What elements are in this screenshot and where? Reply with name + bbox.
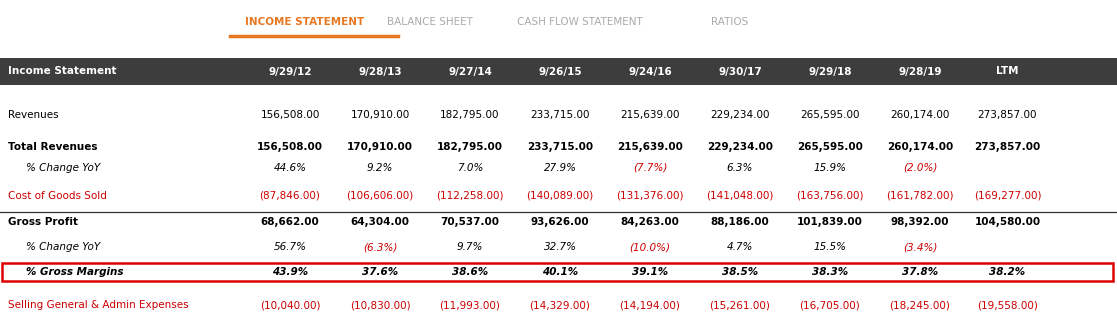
Text: 40.1%: 40.1%: [542, 267, 579, 277]
Text: % Change YoY: % Change YoY: [26, 163, 101, 173]
Text: (112,258.00): (112,258.00): [437, 191, 504, 201]
Text: (6.3%): (6.3%): [363, 242, 398, 252]
Text: (10.0%): (10.0%): [630, 242, 670, 252]
Text: % Change YoY: % Change YoY: [26, 242, 101, 252]
Text: RATIOS: RATIOS: [712, 17, 748, 27]
Text: 101,839.00: 101,839.00: [798, 217, 863, 227]
Text: (19,558.00): (19,558.00): [977, 300, 1038, 310]
Text: 9/24/16: 9/24/16: [628, 66, 671, 76]
Text: (87,846.00): (87,846.00): [259, 191, 321, 201]
Text: (169,277.00): (169,277.00): [974, 191, 1041, 201]
Text: 9/26/15: 9/26/15: [538, 66, 582, 76]
Text: Gross Profit: Gross Profit: [8, 217, 78, 227]
Text: BALANCE SHEET: BALANCE SHEET: [388, 17, 472, 27]
Bar: [2, 263, 1113, 281]
Text: 273,857.00: 273,857.00: [974, 142, 1041, 152]
Text: LTM: LTM: [996, 66, 1019, 76]
Text: 104,580.00: 104,580.00: [974, 217, 1041, 227]
Text: 9/29/18: 9/29/18: [809, 66, 852, 76]
Text: 37.6%: 37.6%: [362, 267, 398, 277]
Text: 37.8%: 37.8%: [901, 267, 938, 277]
Text: 56.7%: 56.7%: [274, 242, 306, 252]
Text: 43.9%: 43.9%: [271, 267, 308, 277]
Text: (14,194.00): (14,194.00): [620, 300, 680, 310]
Text: 4.7%: 4.7%: [727, 242, 753, 252]
Text: 38.3%: 38.3%: [812, 267, 848, 277]
Text: 9/27/14: 9/27/14: [448, 66, 491, 76]
Text: 229,234.00: 229,234.00: [710, 110, 770, 120]
Text: (10,830.00): (10,830.00): [350, 300, 410, 310]
Text: 260,174.00: 260,174.00: [887, 142, 953, 152]
Text: 44.6%: 44.6%: [274, 163, 306, 173]
Text: 9/30/17: 9/30/17: [718, 66, 762, 76]
Text: CASH FLOW STATEMENT: CASH FLOW STATEMENT: [517, 17, 643, 27]
Text: (16,705.00): (16,705.00): [800, 300, 860, 310]
Text: 38.2%: 38.2%: [990, 267, 1025, 277]
Text: (140,089.00): (140,089.00): [526, 191, 593, 201]
Text: 15.9%: 15.9%: [813, 163, 847, 173]
Text: Total Revenues: Total Revenues: [8, 142, 97, 152]
Text: Revenues: Revenues: [8, 110, 58, 120]
Text: 38.6%: 38.6%: [452, 267, 488, 277]
Text: INCOME STATEMENT: INCOME STATEMENT: [246, 17, 364, 27]
Text: 32.7%: 32.7%: [544, 242, 576, 252]
Text: 9/28/19: 9/28/19: [898, 66, 942, 76]
Text: 15.5%: 15.5%: [813, 242, 847, 252]
Text: 39.1%: 39.1%: [632, 267, 668, 277]
Text: (131,376.00): (131,376.00): [617, 191, 684, 201]
Text: 156,508.00: 156,508.00: [260, 110, 319, 120]
Text: (14,329.00): (14,329.00): [529, 300, 591, 310]
Text: (2.0%): (2.0%): [903, 163, 937, 173]
Text: 215,639.00: 215,639.00: [617, 142, 682, 152]
Text: (7.7%): (7.7%): [633, 163, 667, 173]
Text: 233,715.00: 233,715.00: [527, 142, 593, 152]
Text: 265,595.00: 265,595.00: [798, 142, 863, 152]
Text: 182,795.00: 182,795.00: [437, 142, 503, 152]
Text: 170,910.00: 170,910.00: [347, 142, 413, 152]
Text: 6.3%: 6.3%: [727, 163, 753, 173]
Text: % Gross Margins: % Gross Margins: [26, 267, 124, 277]
Text: (141,048.00): (141,048.00): [706, 191, 774, 201]
Text: (11,993.00): (11,993.00): [440, 300, 500, 310]
Text: (10,040.00): (10,040.00): [260, 300, 321, 310]
Text: 260,174.00: 260,174.00: [890, 110, 949, 120]
Text: 265,595.00: 265,595.00: [800, 110, 860, 120]
Text: 7.0%: 7.0%: [457, 163, 484, 173]
Text: 233,715.00: 233,715.00: [531, 110, 590, 120]
Text: 84,263.00: 84,263.00: [621, 217, 679, 227]
Text: (161,782.00): (161,782.00): [886, 191, 954, 201]
Bar: [0, 58, 1117, 85]
Text: 9/29/12: 9/29/12: [268, 66, 312, 76]
Text: (3.4%): (3.4%): [903, 242, 937, 252]
Text: 215,639.00: 215,639.00: [620, 110, 680, 120]
Text: Selling General & Admin Expenses: Selling General & Admin Expenses: [8, 300, 189, 310]
Text: 156,508.00: 156,508.00: [257, 142, 323, 152]
Text: 93,626.00: 93,626.00: [531, 217, 590, 227]
Text: 68,662.00: 68,662.00: [260, 217, 319, 227]
Text: (15,261.00): (15,261.00): [709, 300, 771, 310]
Text: Income Statement: Income Statement: [8, 66, 116, 76]
Text: (163,756.00): (163,756.00): [796, 191, 863, 201]
Text: 9.2%: 9.2%: [366, 163, 393, 173]
Text: 64,304.00: 64,304.00: [351, 217, 410, 227]
Text: (18,245.00): (18,245.00): [889, 300, 951, 310]
Text: (106,606.00): (106,606.00): [346, 191, 413, 201]
Text: 98,392.00: 98,392.00: [890, 217, 949, 227]
Text: 38.5%: 38.5%: [722, 267, 758, 277]
Text: 273,857.00: 273,857.00: [977, 110, 1038, 120]
Text: 170,910.00: 170,910.00: [351, 110, 410, 120]
Text: 70,537.00: 70,537.00: [440, 217, 499, 227]
Text: 88,186.00: 88,186.00: [710, 217, 770, 227]
Text: 9/28/13: 9/28/13: [359, 66, 402, 76]
Text: 9.7%: 9.7%: [457, 242, 484, 252]
Text: Cost of Goods Sold: Cost of Goods Sold: [8, 191, 107, 201]
Text: 27.9%: 27.9%: [544, 163, 576, 173]
Text: 229,234.00: 229,234.00: [707, 142, 773, 152]
Text: 182,795.00: 182,795.00: [440, 110, 499, 120]
